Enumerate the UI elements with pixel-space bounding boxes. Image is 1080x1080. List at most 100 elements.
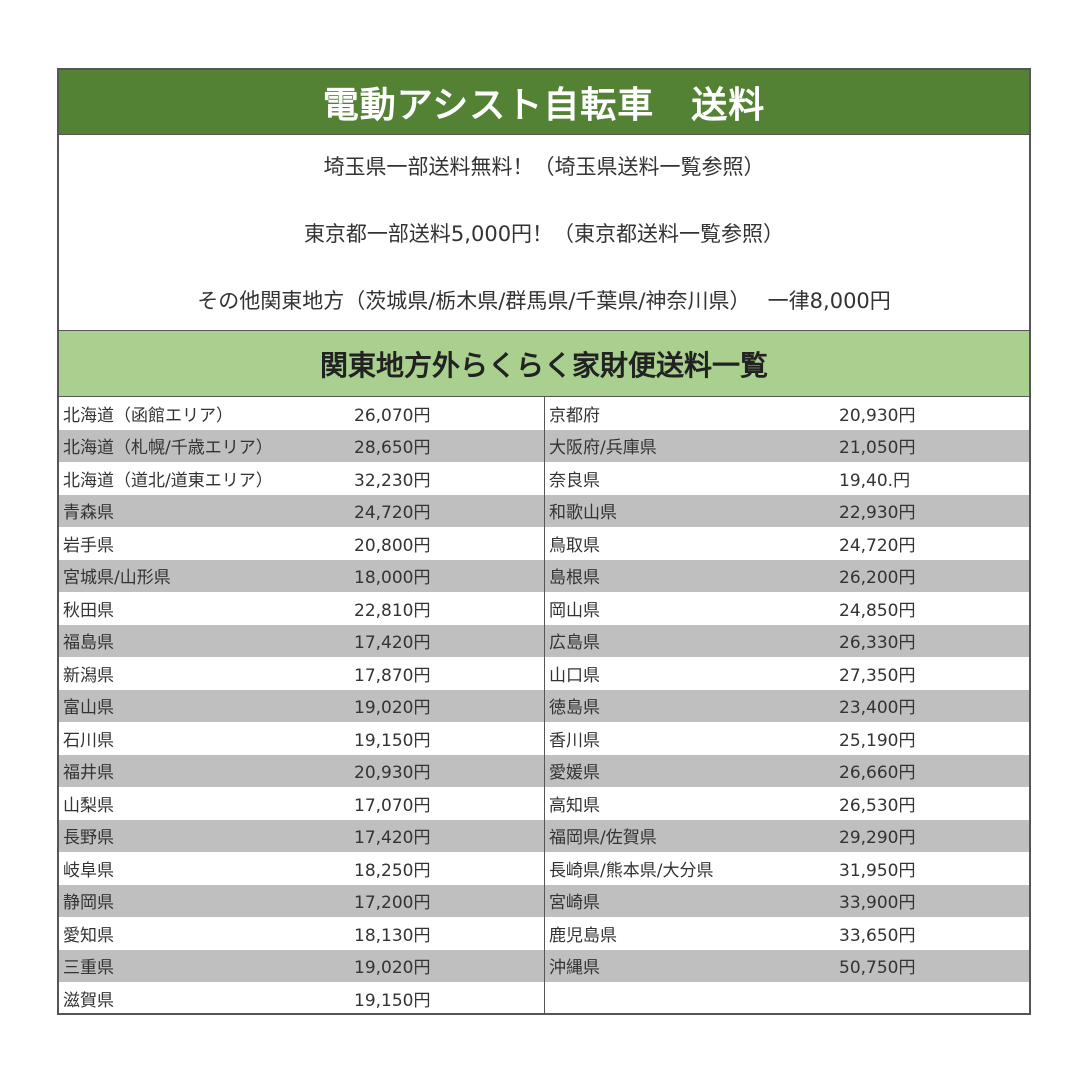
shipping-price: 31,950円 — [839, 860, 916, 881]
region-name: 新潟県 — [63, 665, 114, 686]
shipping-price: 24,720円 — [354, 503, 431, 524]
table-row: 三重県 19,020円 — [59, 949, 544, 982]
shipping-price: 50,750円 — [839, 958, 916, 979]
shipping-price: 20,930円 — [839, 405, 916, 426]
shipping-price: 22,930円 — [839, 503, 916, 524]
region-name: 滋賀県 — [63, 990, 114, 1011]
shipping-price: 33,900円 — [839, 893, 916, 914]
table-row: 新潟県 17,870円 — [59, 657, 544, 690]
table-row: 岩手県 20,800円 — [59, 527, 544, 560]
region-name: 福島県 — [63, 633, 114, 654]
region-name: 山口県 — [549, 665, 600, 686]
table-row: 大阪府/兵庫県 21,050円 — [545, 429, 1029, 462]
region-name: 北海道（函館エリア） — [63, 405, 233, 426]
region-name: 沖縄県 — [549, 958, 600, 979]
shipping-price: 27,350円 — [839, 665, 916, 686]
region-name: 大阪府/兵庫県 — [549, 438, 657, 459]
region-name: 山梨県 — [63, 795, 114, 816]
info-tokyo: 東京都一部送料5,000円！（東京都送料一覧参照） — [303, 222, 785, 246]
shipping-price: 26,330円 — [839, 633, 916, 654]
shipping-price: 33,650円 — [839, 925, 916, 946]
shipping-price: 26,660円 — [839, 763, 916, 784]
table-row: 奈良県 19,40.円 — [545, 462, 1029, 495]
shipping-price: 29,290円 — [839, 828, 916, 849]
shipping-price: 25,190円 — [839, 730, 916, 751]
region-name: 長崎県/熊本県/大分県 — [549, 860, 714, 881]
region-name: 香川県 — [549, 730, 600, 751]
shipping-price: 26,200円 — [839, 568, 916, 589]
fee-table: 北海道（函館エリア） 26,070円 北海道（札幌/千歳エリア） 28,650円 北海道… — [59, 397, 1029, 1014]
shipping-price: 18,130円 — [354, 925, 431, 946]
info-kanto: その他関東地方（茨城県/栃木県/群馬県/千葉県/神奈川県） 一律8,000円 — [197, 289, 891, 313]
region-name: 長野県 — [63, 828, 114, 849]
region-name: 岩手県 — [63, 535, 114, 556]
shipping-price: 18,000円 — [354, 568, 431, 589]
region-name: 岐阜県 — [63, 860, 114, 881]
region-name: 富山県 — [63, 698, 114, 719]
table-row: 宮城県/山形県 18,000円 — [59, 559, 544, 592]
shipping-price: 17,420円 — [354, 633, 431, 654]
region-name: 福岡県/佐賀県 — [549, 828, 657, 849]
region-name: 北海道（道北/道東エリア） — [63, 470, 273, 491]
fee-column-right: 京都府 20,930円大阪府/兵庫県 21,050円奈良県 19,40.円和歌山県 22… — [545, 397, 1029, 1014]
region-name: 静岡県 — [63, 893, 114, 914]
table-row: 長野県 17,420円 — [59, 819, 544, 852]
section-subtitle: 関東地方外らくらく家財便送料一覧 — [59, 330, 1029, 397]
region-name: 秋田県 — [63, 600, 114, 621]
region-name: 島根県 — [549, 568, 600, 589]
table-row: 和歌山県 22,930円 — [545, 494, 1029, 527]
table-row: 高知県 26,530円 — [545, 787, 1029, 820]
shipping-price: 26,070円 — [354, 405, 431, 426]
shipping-price: 26,530円 — [839, 795, 916, 816]
table-row: 静岡県 17,200円 — [59, 884, 544, 917]
region-name: 京都府 — [549, 405, 600, 426]
table-row: 鳥取県 24,720円 — [545, 527, 1029, 560]
table-row: 沖縄県 50,750円 — [545, 949, 1029, 982]
table-row: 愛知県 18,130円 — [59, 917, 544, 950]
table-row: 山口県 27,350円 — [545, 657, 1029, 690]
region-name: 鹿児島県 — [549, 925, 617, 946]
shipping-price: 21,050円 — [839, 438, 916, 459]
table-row: 福井県 20,930円 — [59, 754, 544, 787]
table-row: 愛媛県 26,660円 — [545, 754, 1029, 787]
info-saitama: 埼玉県一部送料無料！（埼玉県送料一覧参照） — [323, 155, 765, 179]
region-name: 北海道（札幌/千歳エリア） — [63, 438, 273, 459]
shipping-price: 19,020円 — [354, 698, 431, 719]
table-row: 石川県 19,150円 — [59, 722, 544, 755]
table-row: 福岡県/佐賀県 29,290円 — [545, 819, 1029, 852]
table-row: 広島県 26,330円 — [545, 624, 1029, 657]
region-name: 宮城県/山形県 — [63, 568, 171, 589]
region-name: 宮崎県 — [549, 893, 600, 914]
region-name: 高知県 — [549, 795, 600, 816]
region-name: 和歌山県 — [549, 503, 617, 524]
info-section: 埼玉県一部送料無料！（埼玉県送料一覧参照） 東京都一部送料5,000円！（東京都… — [59, 134, 1029, 330]
shipping-price: 18,250円 — [354, 860, 431, 881]
shipping-price: 23,400円 — [839, 698, 916, 719]
region-name: 岡山県 — [549, 600, 600, 621]
table-row: 島根県 26,200円 — [545, 559, 1029, 592]
shipping-price: 17,070円 — [354, 795, 431, 816]
table-row: 滋賀県 19,150円 — [59, 982, 544, 1015]
region-name: 愛媛県 — [549, 763, 600, 784]
shipping-price: 24,720円 — [839, 535, 916, 556]
region-name: 愛知県 — [63, 925, 114, 946]
table-row: 福島県 17,420円 — [59, 624, 544, 657]
region-name: 奈良県 — [549, 470, 600, 491]
table-row — [545, 982, 1029, 1015]
region-name: 石川県 — [63, 730, 114, 751]
table-row: 香川県 25,190円 — [545, 722, 1029, 755]
table-row: 北海道（札幌/千歳エリア） 28,650円 — [59, 429, 544, 462]
shipping-price: 32,230円 — [354, 470, 431, 491]
region-name: 広島県 — [549, 633, 600, 654]
shipping-price: 22,810円 — [354, 600, 431, 621]
shipping-price: 20,800円 — [354, 535, 431, 556]
shipping-price: 17,420円 — [354, 828, 431, 849]
table-row: 徳島県 23,400円 — [545, 689, 1029, 722]
shipping-price: 17,200円 — [354, 893, 431, 914]
table-row: 岐阜県 18,250円 — [59, 852, 544, 885]
shipping-price: 17,870円 — [354, 665, 431, 686]
shipping-price: 28,650円 — [354, 438, 431, 459]
shipping-price: 19,40.円 — [839, 470, 911, 491]
table-row: 長崎県/熊本県/大分県 31,950円 — [545, 852, 1029, 885]
table-row: 岡山県 24,850円 — [545, 592, 1029, 625]
